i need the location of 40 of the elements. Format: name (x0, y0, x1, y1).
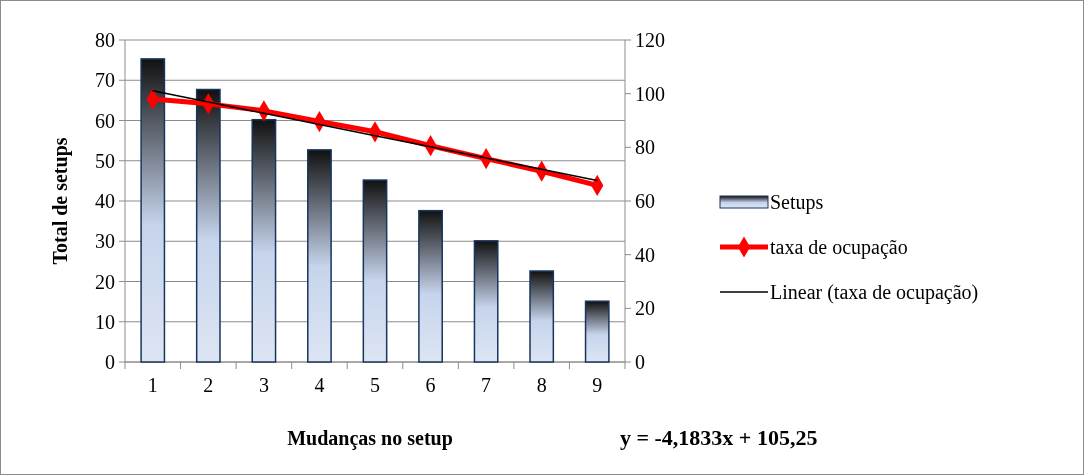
y-tick-label: 80 (95, 29, 115, 51)
legend-label: Setups (770, 191, 824, 214)
legend-label: taxa de ocupação (770, 236, 908, 259)
y-tick-label: 60 (95, 109, 115, 132)
y2-tick-label: 20 (635, 297, 655, 320)
y-axis-title: Total de setups (49, 137, 72, 265)
legend-label: Linear (taxa de ocupação) (770, 281, 979, 304)
y-tick-label: 20 (95, 270, 115, 293)
bar (251, 118, 277, 363)
text: y = -4,1833x + 105,25 (620, 425, 818, 450)
y-tick-label: 30 (95, 230, 115, 253)
x-tick-label: 3 (258, 374, 269, 396)
y2-tick-label: 120 (635, 29, 665, 51)
y-tick-label: 10 (95, 310, 115, 333)
y2-tick-label: 80 (635, 136, 655, 159)
x-tick-label: 6 (425, 374, 436, 396)
bar (473, 240, 499, 363)
y-tick-label: 70 (95, 69, 115, 92)
x-tick-label: 1 (147, 374, 158, 396)
bar (418, 209, 443, 363)
y2-tick-label: 0 (635, 351, 645, 373)
bar (529, 270, 555, 363)
y-tick-label: 40 (95, 190, 115, 212)
bar (584, 300, 610, 363)
x-tick-label: 7 (481, 374, 492, 396)
x-tick-label: 4 (314, 374, 325, 396)
x-tick-label: 9 (592, 374, 603, 396)
bar (362, 179, 388, 363)
y2-tick-label: 60 (635, 190, 655, 212)
x-tick-label: 8 (536, 374, 547, 396)
bar (195, 88, 221, 363)
bar (140, 58, 166, 363)
x-tick-label: 2 (203, 374, 214, 396)
y-tick-label: 0 (105, 351, 115, 373)
y2-tick-label: 100 (635, 82, 665, 105)
bar (307, 149, 332, 363)
x-axis-title: Mudanças no setup (287, 427, 453, 450)
y-tick-label: 50 (95, 149, 115, 172)
y2-tick-label: 40 (635, 243, 655, 266)
x-tick-label: 5 (370, 374, 380, 396)
